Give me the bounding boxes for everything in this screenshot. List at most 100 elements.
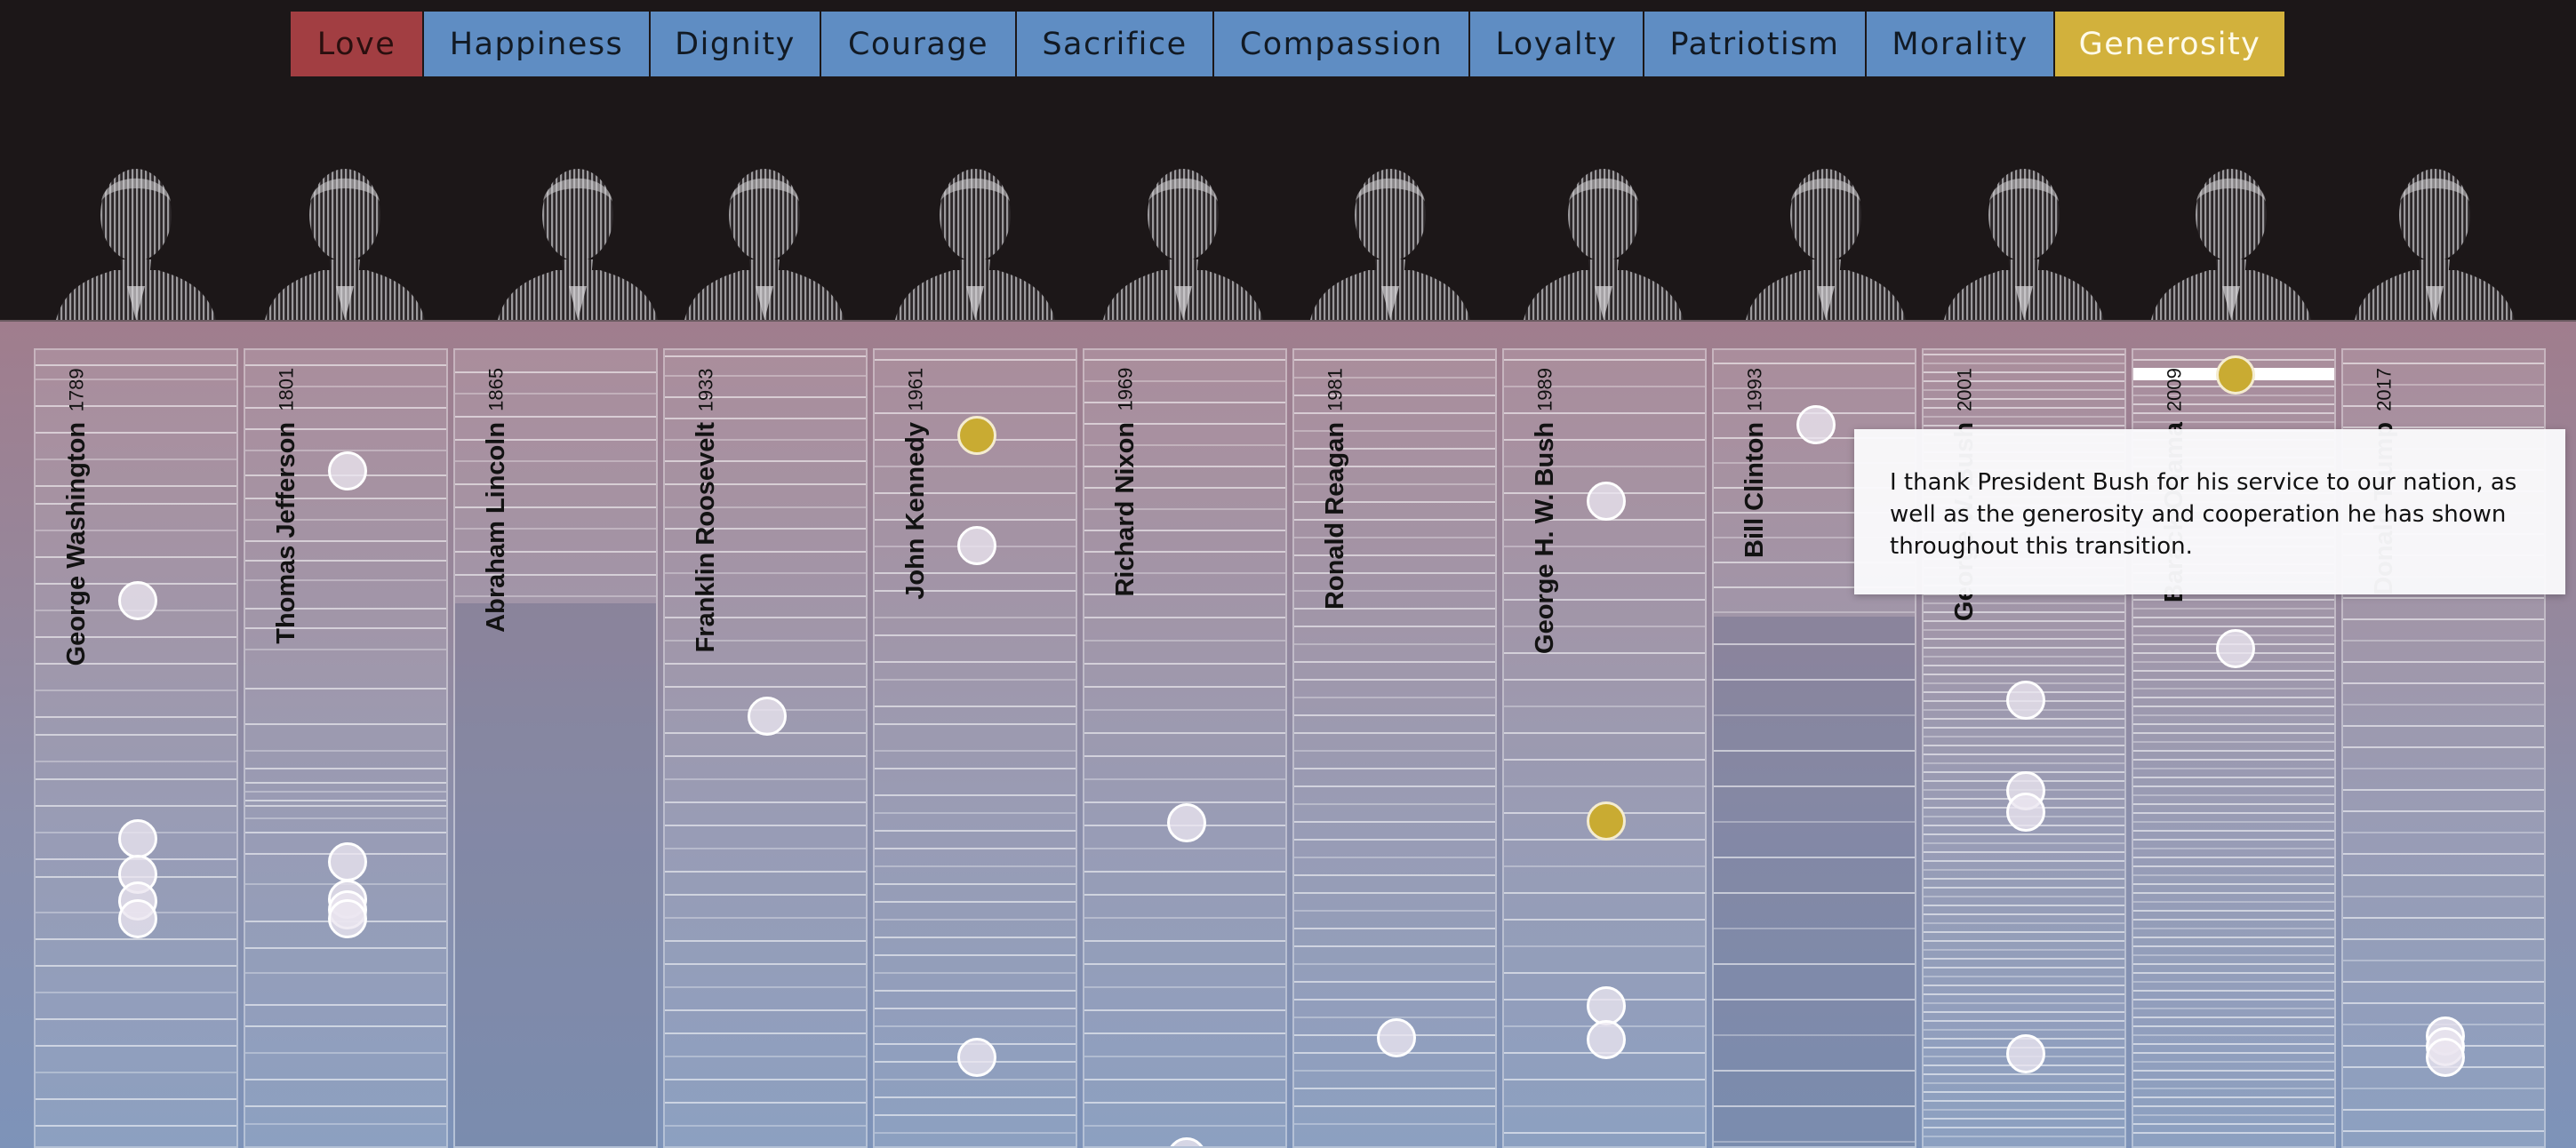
sentence-line[interactable] — [1294, 1088, 1495, 1089]
quote-dot[interactable] — [328, 842, 367, 881]
sentence-line[interactable] — [1294, 466, 1495, 467]
sentence-line[interactable] — [2133, 785, 2334, 787]
sentence-line[interactable] — [875, 919, 1076, 921]
sentence-line[interactable] — [2133, 928, 2334, 929]
sentence-line[interactable] — [36, 503, 236, 505]
sentence-line[interactable] — [36, 405, 236, 407]
sentence-line[interactable] — [1924, 638, 2124, 640]
sentence-line[interactable] — [245, 1025, 446, 1027]
sentence-line[interactable] — [1504, 1079, 1705, 1080]
quote-dot[interactable] — [1796, 405, 1836, 444]
sentence-line[interactable] — [875, 492, 1076, 494]
sentence-line[interactable] — [1924, 398, 2124, 400]
sentence-line[interactable] — [665, 1079, 866, 1080]
sentence-line[interactable] — [1504, 466, 1705, 467]
sentence-line[interactable] — [875, 590, 1076, 592]
sentence-line[interactable] — [2133, 732, 2334, 734]
sentence-line[interactable] — [1294, 714, 1495, 716]
quote-dot[interactable] — [1587, 1020, 1626, 1059]
sentence-line[interactable] — [665, 917, 866, 919]
sentence-line[interactable] — [455, 439, 656, 441]
sentence-line[interactable] — [665, 1056, 866, 1057]
sentence-line[interactable] — [245, 972, 446, 974]
sentence-line[interactable] — [875, 723, 1076, 725]
sentence-line[interactable] — [1294, 732, 1495, 734]
sentence-line[interactable] — [875, 901, 1076, 903]
sentence-line[interactable] — [875, 412, 1076, 414]
sentence-line[interactable] — [1714, 537, 1915, 538]
sentence-line[interactable] — [665, 686, 866, 688]
sentence-line[interactable] — [245, 947, 446, 949]
quote-dot[interactable] — [118, 899, 157, 938]
sentence-line[interactable] — [2133, 981, 2334, 983]
sentence-line[interactable] — [2133, 1114, 2334, 1116]
sentence-line[interactable] — [2343, 768, 2544, 769]
sentence-line[interactable] — [875, 990, 1076, 992]
sentence-line[interactable] — [875, 848, 1076, 849]
sentence-line[interactable] — [2133, 1016, 2334, 1018]
sentence-line[interactable] — [1714, 462, 1915, 464]
sentence-line[interactable] — [665, 418, 866, 419]
sentence-line[interactable] — [1924, 967, 2124, 969]
sentence-line[interactable] — [1084, 402, 1285, 403]
sentence-line[interactable] — [245, 627, 446, 629]
sentence-line[interactable] — [1504, 892, 1705, 894]
sentence-line[interactable] — [245, 817, 446, 819]
sentence-line[interactable] — [1084, 551, 1285, 553]
sentence-line[interactable] — [1084, 1125, 1285, 1127]
sentence-line[interactable] — [1924, 993, 2124, 995]
sentence-line[interactable] — [2343, 981, 2544, 983]
sentence-line[interactable] — [875, 359, 1076, 361]
sentence-line[interactable] — [2133, 1105, 2334, 1107]
sentence-line[interactable] — [1924, 380, 2124, 382]
sentence-line[interactable] — [1924, 602, 2124, 604]
sentence-line[interactable] — [875, 386, 1076, 387]
sentence-line[interactable] — [36, 364, 236, 366]
sentence-line[interactable] — [2343, 661, 2544, 663]
highlighted-quote-dot[interactable] — [2216, 355, 2255, 395]
sentence-line[interactable] — [1294, 981, 1495, 983]
sentence-line[interactable] — [1294, 1123, 1495, 1125]
sentence-line[interactable] — [1294, 661, 1495, 663]
sentence-line[interactable] — [1924, 949, 2124, 951]
sentence-line[interactable] — [875, 794, 1076, 796]
tab-love[interactable]: Love — [291, 12, 424, 76]
quote-dot[interactable] — [1377, 1018, 1416, 1057]
sentence-line[interactable] — [2343, 960, 2544, 961]
sentence-line[interactable] — [1294, 608, 1495, 610]
sentence-line[interactable] — [665, 755, 866, 757]
sentence-line[interactable] — [1924, 745, 2124, 746]
sentence-line[interactable] — [875, 1114, 1076, 1116]
sentence-line[interactable] — [1294, 697, 1495, 698]
sentence-line[interactable] — [2343, 853, 2544, 855]
sentence-line[interactable] — [2343, 746, 2544, 748]
sentence-line[interactable] — [2343, 384, 2544, 386]
sentence-line[interactable] — [1924, 913, 2124, 915]
sentence-line[interactable] — [1924, 363, 2124, 364]
sentence-line[interactable] — [245, 450, 446, 451]
sentence-line[interactable] — [665, 1009, 866, 1011]
sentence-line[interactable] — [245, 750, 446, 752]
sentence-line[interactable] — [1924, 1118, 2124, 1120]
sentence-line[interactable] — [1924, 878, 2124, 880]
sentence-line[interactable] — [2133, 874, 2334, 876]
sentence-line[interactable] — [665, 595, 866, 597]
sentence-line[interactable] — [875, 679, 1076, 681]
sentence-line[interactable] — [245, 560, 446, 562]
sentence-line[interactable] — [1294, 892, 1495, 894]
sentence-line[interactable] — [665, 396, 866, 398]
sentence-line[interactable] — [665, 528, 866, 530]
sentence-line[interactable] — [1294, 963, 1495, 965]
tab-morality[interactable]: Morality — [1867, 12, 2055, 76]
sentence-line[interactable] — [36, 432, 236, 434]
sentence-line[interactable] — [1294, 910, 1495, 912]
sentence-line[interactable] — [2133, 794, 2334, 796]
sentence-line[interactable] — [665, 1032, 866, 1034]
sentence-line[interactable] — [2343, 832, 2544, 833]
sentence-line[interactable] — [2133, 812, 2334, 814]
sentence-line[interactable] — [455, 528, 656, 530]
sentence-line[interactable] — [665, 871, 866, 873]
sentence-line[interactable] — [455, 393, 656, 395]
sentence-line[interactable] — [1714, 999, 1915, 1001]
sentence-line[interactable] — [2133, 670, 2334, 672]
